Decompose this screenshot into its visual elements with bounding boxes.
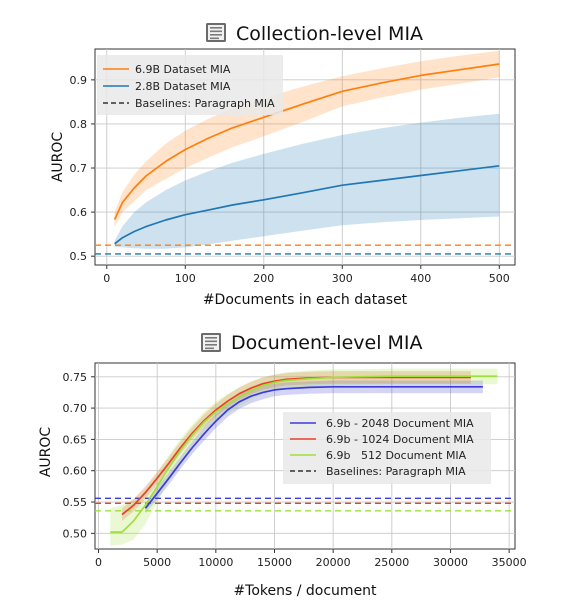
legend-label-baseline: Baselines: Paragraph MIA xyxy=(326,465,466,478)
legend-label-series-1: 6.9B Dataset MIA xyxy=(135,63,231,76)
confidence-band-series-1 xyxy=(114,50,500,228)
chart-title: Document-level MIA xyxy=(231,332,423,354)
x-tick-label: 100 xyxy=(175,272,196,285)
y-tick-label: 0.70 xyxy=(63,402,88,415)
legend-box xyxy=(283,412,491,484)
legend-label-series-2: 2.8B Dataset MIA xyxy=(135,80,231,93)
y-tick-label: 0.5 xyxy=(70,250,88,263)
ticks: 0 5000 10000 15000 20000 25000 30000 35000 0.50 0… xyxy=(63,371,527,569)
series-line-3 xyxy=(110,375,498,533)
x-tick-label: 15000 xyxy=(257,556,292,569)
x-tick-label: 0 xyxy=(103,272,110,285)
legend-label-baseline: Baselines: Paragraph MIA xyxy=(135,97,275,110)
confidence-bands xyxy=(110,368,498,546)
x-tick-label: 0 xyxy=(95,556,102,569)
y-tick-label: 0.55 xyxy=(63,496,88,509)
series-line-1 xyxy=(113,63,500,220)
document-icon xyxy=(201,333,221,352)
x-axis-label: #Tokens / document xyxy=(233,583,377,599)
y-axis-label: AUROC xyxy=(38,427,54,478)
series-line-1 xyxy=(144,385,483,509)
confidence-band-series-1 xyxy=(145,380,483,514)
x-tick-label: 35000 xyxy=(492,556,527,569)
legend-label-series-3: 6.9b 512 Document MIA xyxy=(326,449,467,462)
confidence-band-series-2 xyxy=(114,113,500,249)
ticks: 0 100 200 300 400 500 0.5 0.6 0.7 0.8 0.9 xyxy=(70,74,510,285)
chart-title: Collection-level MIA xyxy=(236,23,423,45)
x-tick-label: 300 xyxy=(332,272,353,285)
x-tick-label: 400 xyxy=(410,272,431,285)
y-tick-label: 0.7 xyxy=(70,162,88,175)
y-tick-label: 0.50 xyxy=(63,527,88,540)
collection-title-group: Collection-level MIA xyxy=(206,23,423,45)
collection-level-chart: Collection-level MIA 0 100 200 300 400 500 0.5… xyxy=(50,23,516,308)
x-axis-label: #Documents in each dataset xyxy=(203,292,408,308)
legend-label-series-2: 6.9b - 1024 Document MIA xyxy=(326,433,474,446)
grid xyxy=(95,49,515,265)
series-lines xyxy=(110,375,498,533)
y-tick-label: 0.6 xyxy=(70,206,88,219)
legend-box xyxy=(97,55,283,115)
y-tick-label: 0.8 xyxy=(70,118,88,131)
x-tick-label: 500 xyxy=(489,272,510,285)
x-tick-label: 10000 xyxy=(198,556,233,569)
y-tick-label: 0.75 xyxy=(63,371,88,384)
y-axis-label: AUROC xyxy=(50,132,66,183)
x-tick-label: 200 xyxy=(253,272,274,285)
series-line-2 xyxy=(114,164,500,245)
y-tick-label: 0.65 xyxy=(63,433,88,446)
legend: 6.9B Dataset MIA 2.8B Dataset MIA Baseli… xyxy=(97,55,283,115)
legend-label-series-1: 6.9b - 2048 Document MIA xyxy=(326,417,474,430)
document-stack-icon xyxy=(206,23,226,42)
document-title-group: Document-level MIA xyxy=(201,332,423,354)
baselines xyxy=(95,497,515,512)
confidence-bands xyxy=(114,50,500,249)
x-tick-label: 30000 xyxy=(433,556,468,569)
x-tick-label: 25000 xyxy=(374,556,409,569)
y-tick-label: 0.60 xyxy=(63,465,88,478)
series-line-2 xyxy=(121,376,471,516)
document-level-chart: Document-level MIA 0 5000 10000 15000 20000 2… xyxy=(38,332,527,599)
x-tick-label: 5000 xyxy=(143,556,171,569)
legend: 6.9b - 2048 Document MIA 6.9b - 1024 Doc… xyxy=(283,412,491,484)
confidence-band-series-3 xyxy=(110,368,498,546)
y-tick-label: 0.9 xyxy=(70,74,88,87)
baselines xyxy=(95,244,515,255)
x-tick-label: 20000 xyxy=(316,556,351,569)
series-lines xyxy=(113,63,500,245)
